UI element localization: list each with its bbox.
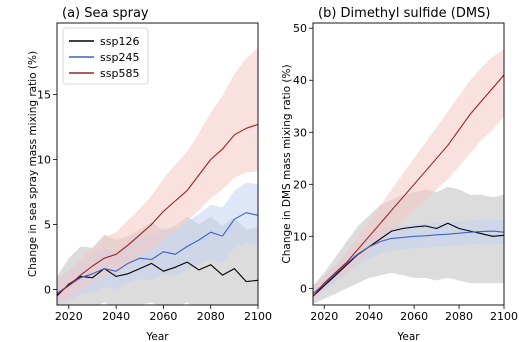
- y-tick-label: 0: [44, 283, 51, 296]
- plot-area: [313, 49, 504, 304]
- x-axis-label: Year: [145, 331, 169, 342]
- band-ssp585: [313, 49, 504, 299]
- y-tick-label: 40: [293, 74, 307, 87]
- y-tick-label: 10: [293, 230, 307, 243]
- panel-b: 2020 2040 2060 2080 2100 0 10 20 30 40 50 (b) Dimet…: [281, 6, 518, 342]
- y-tick-label: 30: [293, 126, 307, 139]
- y-axis-label: Change in sea spray mass mixing ratio (%…: [27, 51, 39, 277]
- x-tick-label: 2040: [355, 310, 383, 323]
- x-tick-label: 2100: [490, 310, 518, 323]
- legend-label-ssp245: ssp245: [100, 51, 139, 64]
- x-tick-label: 2100: [244, 310, 272, 323]
- band-ssp585: [57, 47, 258, 304]
- x-tick-label: 2080: [197, 310, 225, 323]
- line-ssp585: [313, 74, 504, 297]
- y-tick-label: 0: [300, 282, 307, 295]
- y-tick-label: 15: [37, 88, 51, 101]
- legend-box: [62, 27, 149, 85]
- panel-title: (a) Sea spray: [62, 6, 149, 21]
- x-axis-label: Year: [396, 331, 420, 342]
- axes-frame: [312, 22, 505, 306]
- panel-title: (b) Dimethyl sulfide (DMS): [318, 6, 490, 21]
- line-ssp126: [313, 222, 504, 297]
- legend-label-ssp585: ssp585: [100, 67, 139, 80]
- axes-frame: [56, 22, 259, 306]
- x-tick-label: 2020: [310, 310, 338, 323]
- line-ssp245: [57, 212, 258, 294]
- legend: ssp126 ssp245 ssp585: [62, 27, 149, 85]
- x-tick-label: 2060: [149, 310, 177, 323]
- x-tick-label: 2080: [445, 310, 473, 323]
- line-ssp245: [313, 230, 504, 295]
- y-tick-label: 10: [37, 153, 51, 166]
- y-tick-label: 5: [44, 218, 51, 231]
- x-tick-label: 2040: [102, 310, 130, 323]
- plot-area: [57, 47, 258, 305]
- panel-a: 2020 2040 2060 2080 2100 0 5 10 15 (a) Sea spray Y…: [27, 6, 272, 342]
- x-tick-label: 2020: [55, 310, 83, 323]
- y-tick-label: 50: [293, 22, 307, 35]
- band-ssp245: [313, 219, 504, 299]
- line-ssp585: [57, 123, 258, 296]
- y-tick-label: 20: [293, 178, 307, 191]
- x-tick-label: 2060: [400, 310, 428, 323]
- legend-label-ssp126: ssp126: [100, 35, 139, 48]
- y-axis-label: Change in DMS mass mixing ratio (%): [281, 64, 293, 263]
- line-ssp126: [57, 261, 258, 297]
